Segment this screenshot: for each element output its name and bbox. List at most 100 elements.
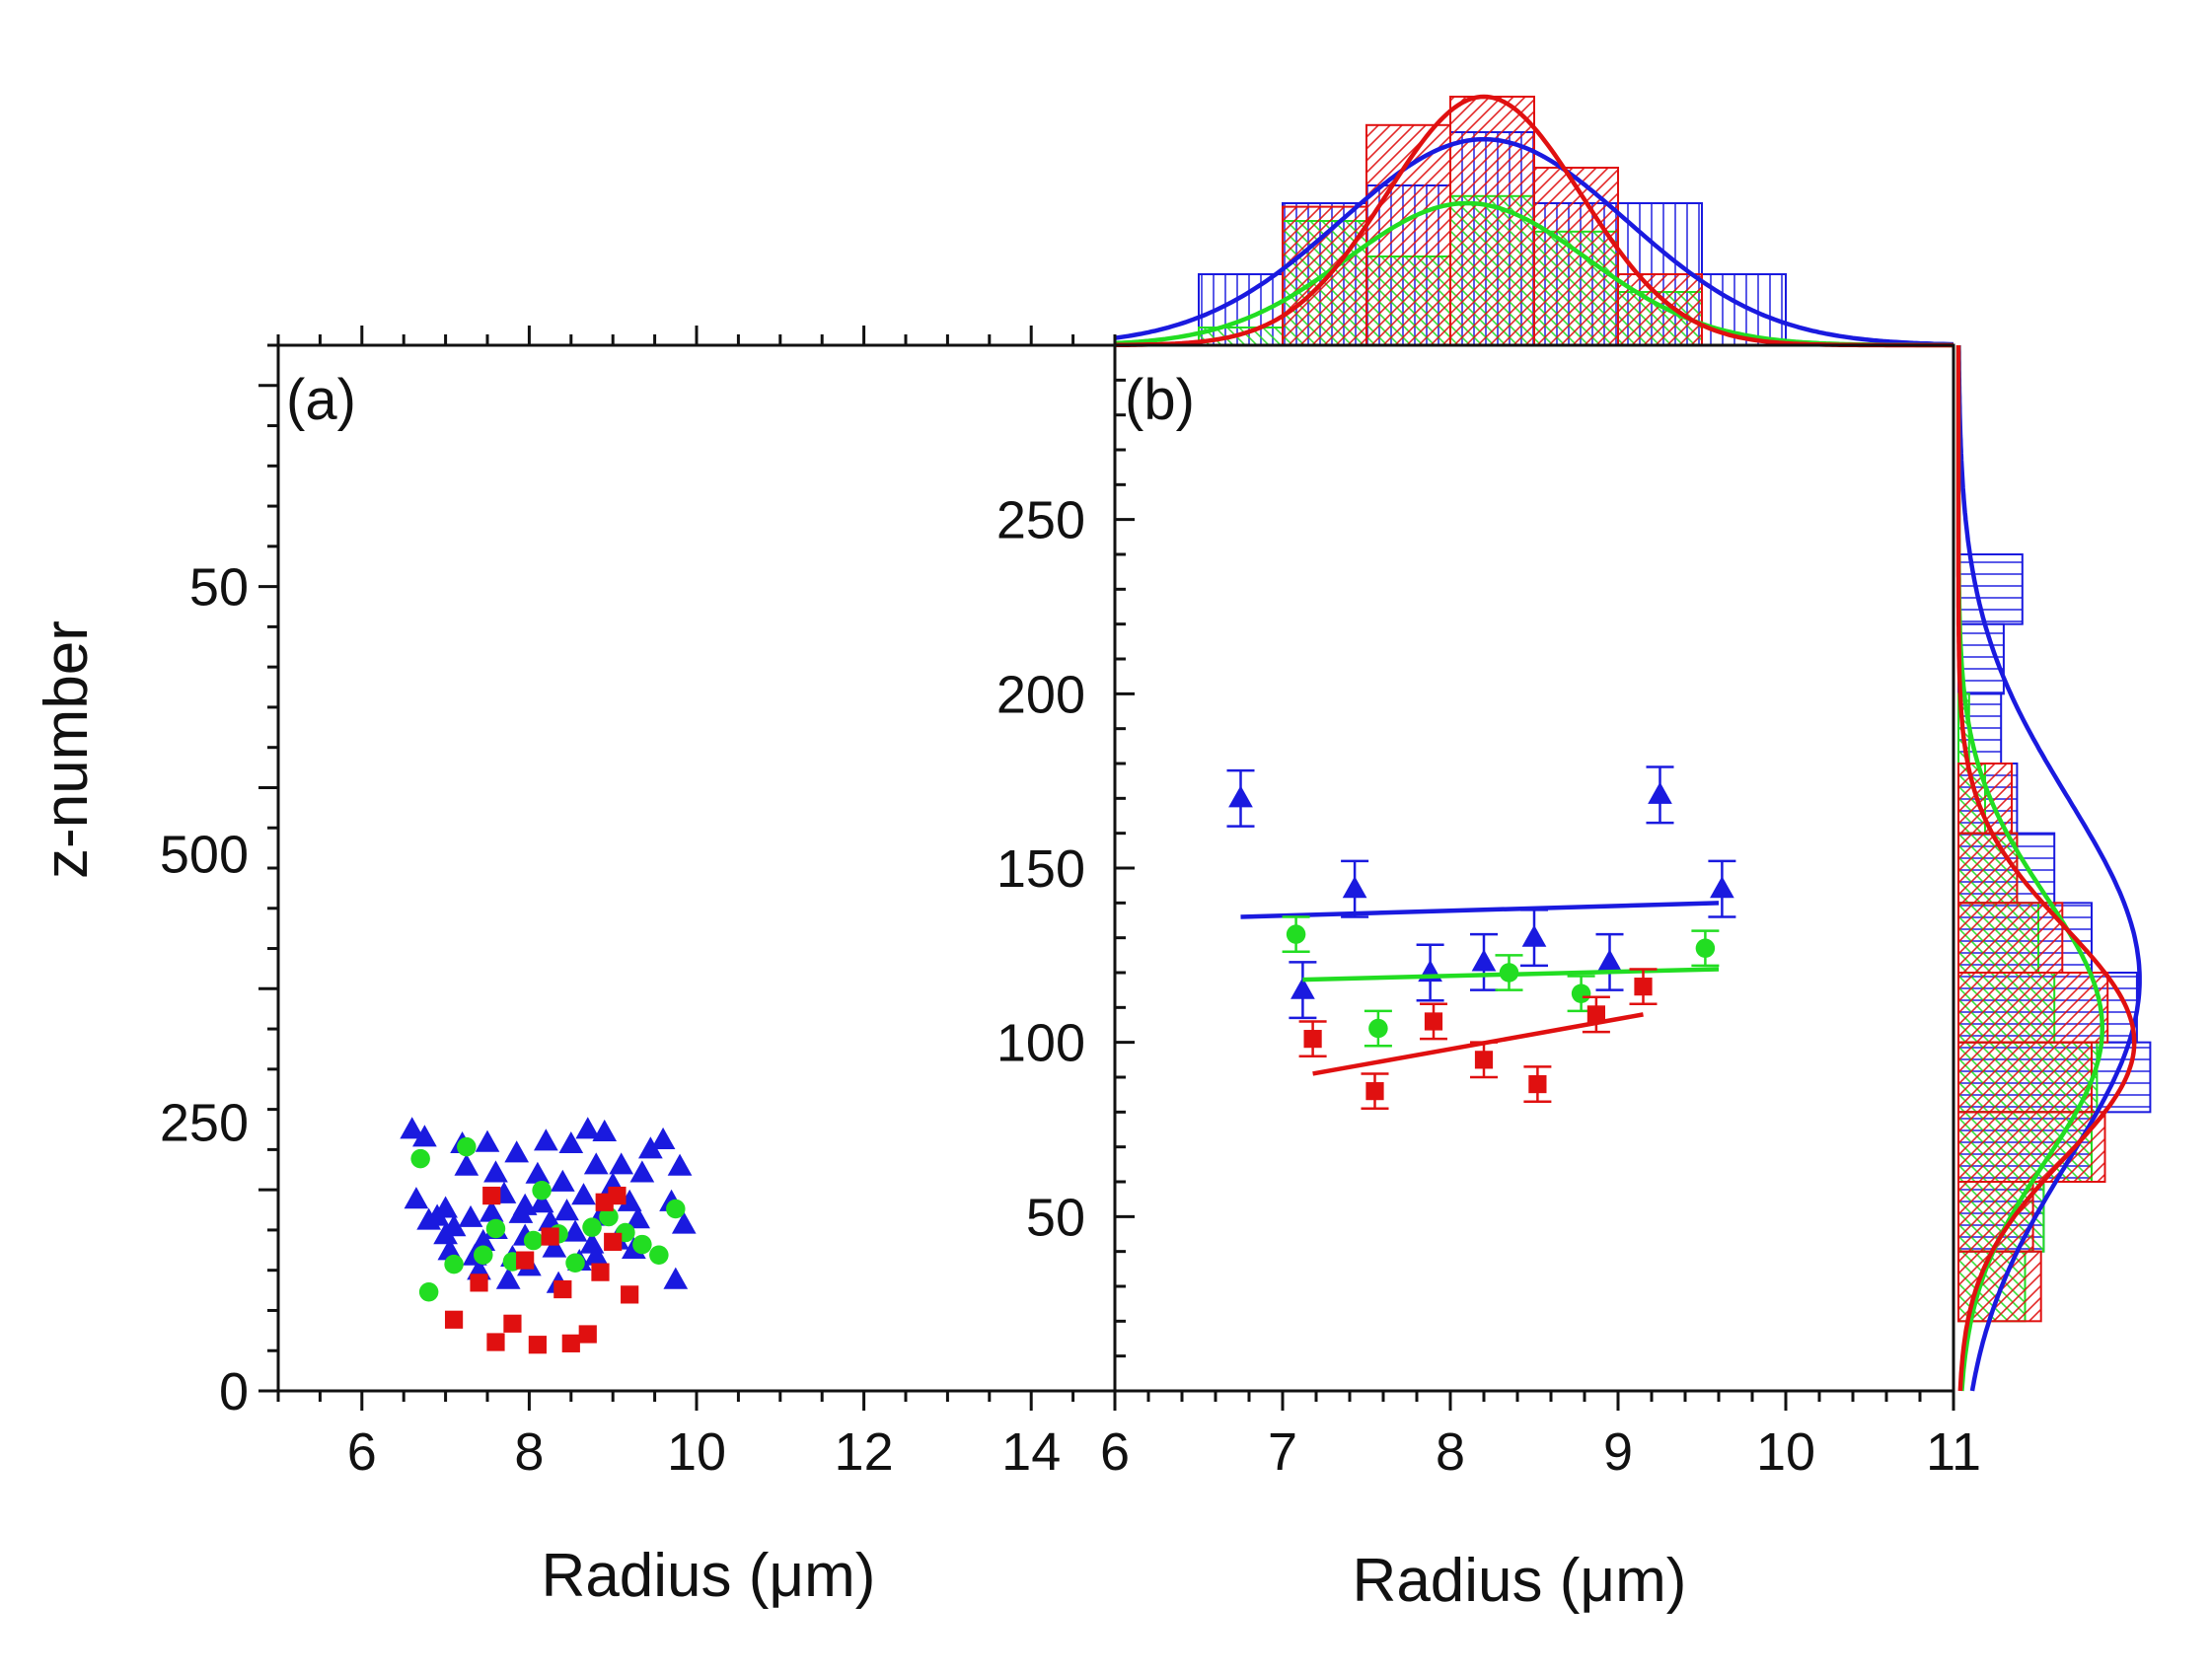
panel-a-point [486,1333,505,1351]
right-histogram [1955,345,2152,1392]
panel-a-point [638,1136,663,1159]
panel-a-point [609,1152,634,1175]
panel-a-point [457,1136,477,1157]
panel-b-point [1499,963,1519,983]
panel-a-point [583,1152,609,1175]
panel-a-point [591,1263,610,1281]
panel-a-point [433,1196,458,1218]
panel-a-xtick-label: 12 [835,1422,894,1482]
panel-a-point [474,1245,493,1266]
panel-a-xtick-label: 8 [514,1422,544,1482]
panel-a-xlabel: Radius (μm) [542,1542,876,1610]
panel-a-point [532,1180,552,1201]
panel-a-ytick-label: 50 [189,558,249,618]
panel-b-xtick-label: 9 [1603,1422,1633,1482]
panel-a-point [441,1214,467,1237]
panel-b-point [1290,977,1315,999]
panel-a-point [529,1191,554,1213]
panel-a-point [412,1125,437,1147]
panel-b-fit-line [1240,901,1720,919]
panel-b-xtick-label: 8 [1436,1422,1465,1482]
panel-b-point [1571,983,1591,1003]
panel-a-point [410,1148,430,1169]
panel-a-point [470,1274,488,1292]
panel-b-point [1528,1074,1547,1094]
panel-a-point [650,1127,676,1150]
panel-b-point [1303,1030,1322,1049]
panel-b-point [1365,1082,1384,1101]
panel-a-point [626,1206,650,1229]
right-hist-bar [1957,1111,2106,1184]
panel-b-xlabel: Radius (μm) [1353,1547,1687,1615]
panel-a-point [604,1232,623,1251]
panel-b-point [1474,1051,1494,1069]
panel-a-point [666,1199,686,1219]
right-hist-fit-curve [1956,345,2142,1392]
panel-a-point [437,1238,463,1261]
panel-b-point [1695,938,1716,959]
top-hist-bar [1533,167,1619,346]
panel-b-ytick-label: 150 [996,839,1085,899]
panel-a-xtick-label: 10 [667,1422,726,1482]
panel-b-point [1648,781,1672,804]
panel-b: 6 7 8 9 10 11 50 100 150 200 250 [996,343,1981,1482]
panel-a-point [458,1204,483,1227]
right-hist-bar [1957,832,2019,905]
panel-a-xtick-label: 14 [1001,1422,1061,1482]
panel-a-point [404,1187,429,1209]
panel-b-frame [1113,343,1955,1393]
right-hist-bar [1957,902,2064,974]
panel-a-point [561,1334,580,1352]
panel-a-label: (a) [286,368,356,432]
panel-a-point [542,1235,567,1258]
panel-a-point [444,1254,464,1274]
panel-a-point [454,1153,479,1176]
panel-a-point [608,1186,627,1205]
panel-a-point [592,1119,618,1142]
panel-a-ytick-label: 0 [219,1362,249,1421]
panel-a-point [479,1200,504,1222]
panel-a-point [629,1160,655,1183]
panel-b-point [1471,949,1497,972]
panel-a-point [663,1267,689,1289]
panel-b-fit-line [1312,1012,1644,1076]
panel-a-point [400,1117,425,1139]
panel-b-ytick-label: 200 [996,665,1085,724]
panel-b-xtick-label: 11 [1926,1422,1981,1482]
panel-a-point [632,1234,652,1255]
panel-a-ylabel: z-number [33,620,101,879]
panel-a-point [512,1193,538,1215]
panel-b-point [1597,949,1622,972]
panel-a-point [562,1219,588,1242]
panel-a-point [621,1285,639,1304]
panel-a-point [565,1253,585,1274]
right-hist-fit-curve [1955,345,2137,1392]
panel-b-ytick-label: 50 [1026,1188,1085,1247]
panel-b-point [1286,924,1306,944]
panel-b-point [1424,1012,1443,1031]
right-hist-bar [1957,1041,2093,1114]
panel-a-point [516,1251,535,1270]
panel-a-point [482,1186,501,1205]
panel-a-point [534,1128,558,1151]
panel-b-point [1710,876,1734,899]
panel-b-point [1634,978,1653,996]
panel-b-xtick-label: 10 [1756,1422,1815,1482]
panel-a: 6 8 10 12 14 0 250 500 50 [160,326,1117,1482]
right-hist-bar [1957,553,2024,625]
panel-b-point [1586,1005,1605,1024]
panel-a-point [503,1314,522,1333]
panel-a-point [583,1243,609,1266]
top-histogram [1114,94,1954,348]
panel-a-ytick-label: 500 [160,825,249,884]
top-hist-fit-curve [1114,136,1954,347]
panel-a-point [475,1129,500,1152]
panel-a-xtick-label: 6 [347,1422,377,1482]
panel-a-point [418,1281,439,1302]
panel-a-point [523,1230,544,1251]
panel-b-xtick-label: 7 [1268,1422,1297,1482]
panel-b-point [1342,876,1367,899]
panel-a-point [483,1160,508,1183]
panel-a-point [558,1130,584,1154]
panel-a-point [667,1153,693,1176]
